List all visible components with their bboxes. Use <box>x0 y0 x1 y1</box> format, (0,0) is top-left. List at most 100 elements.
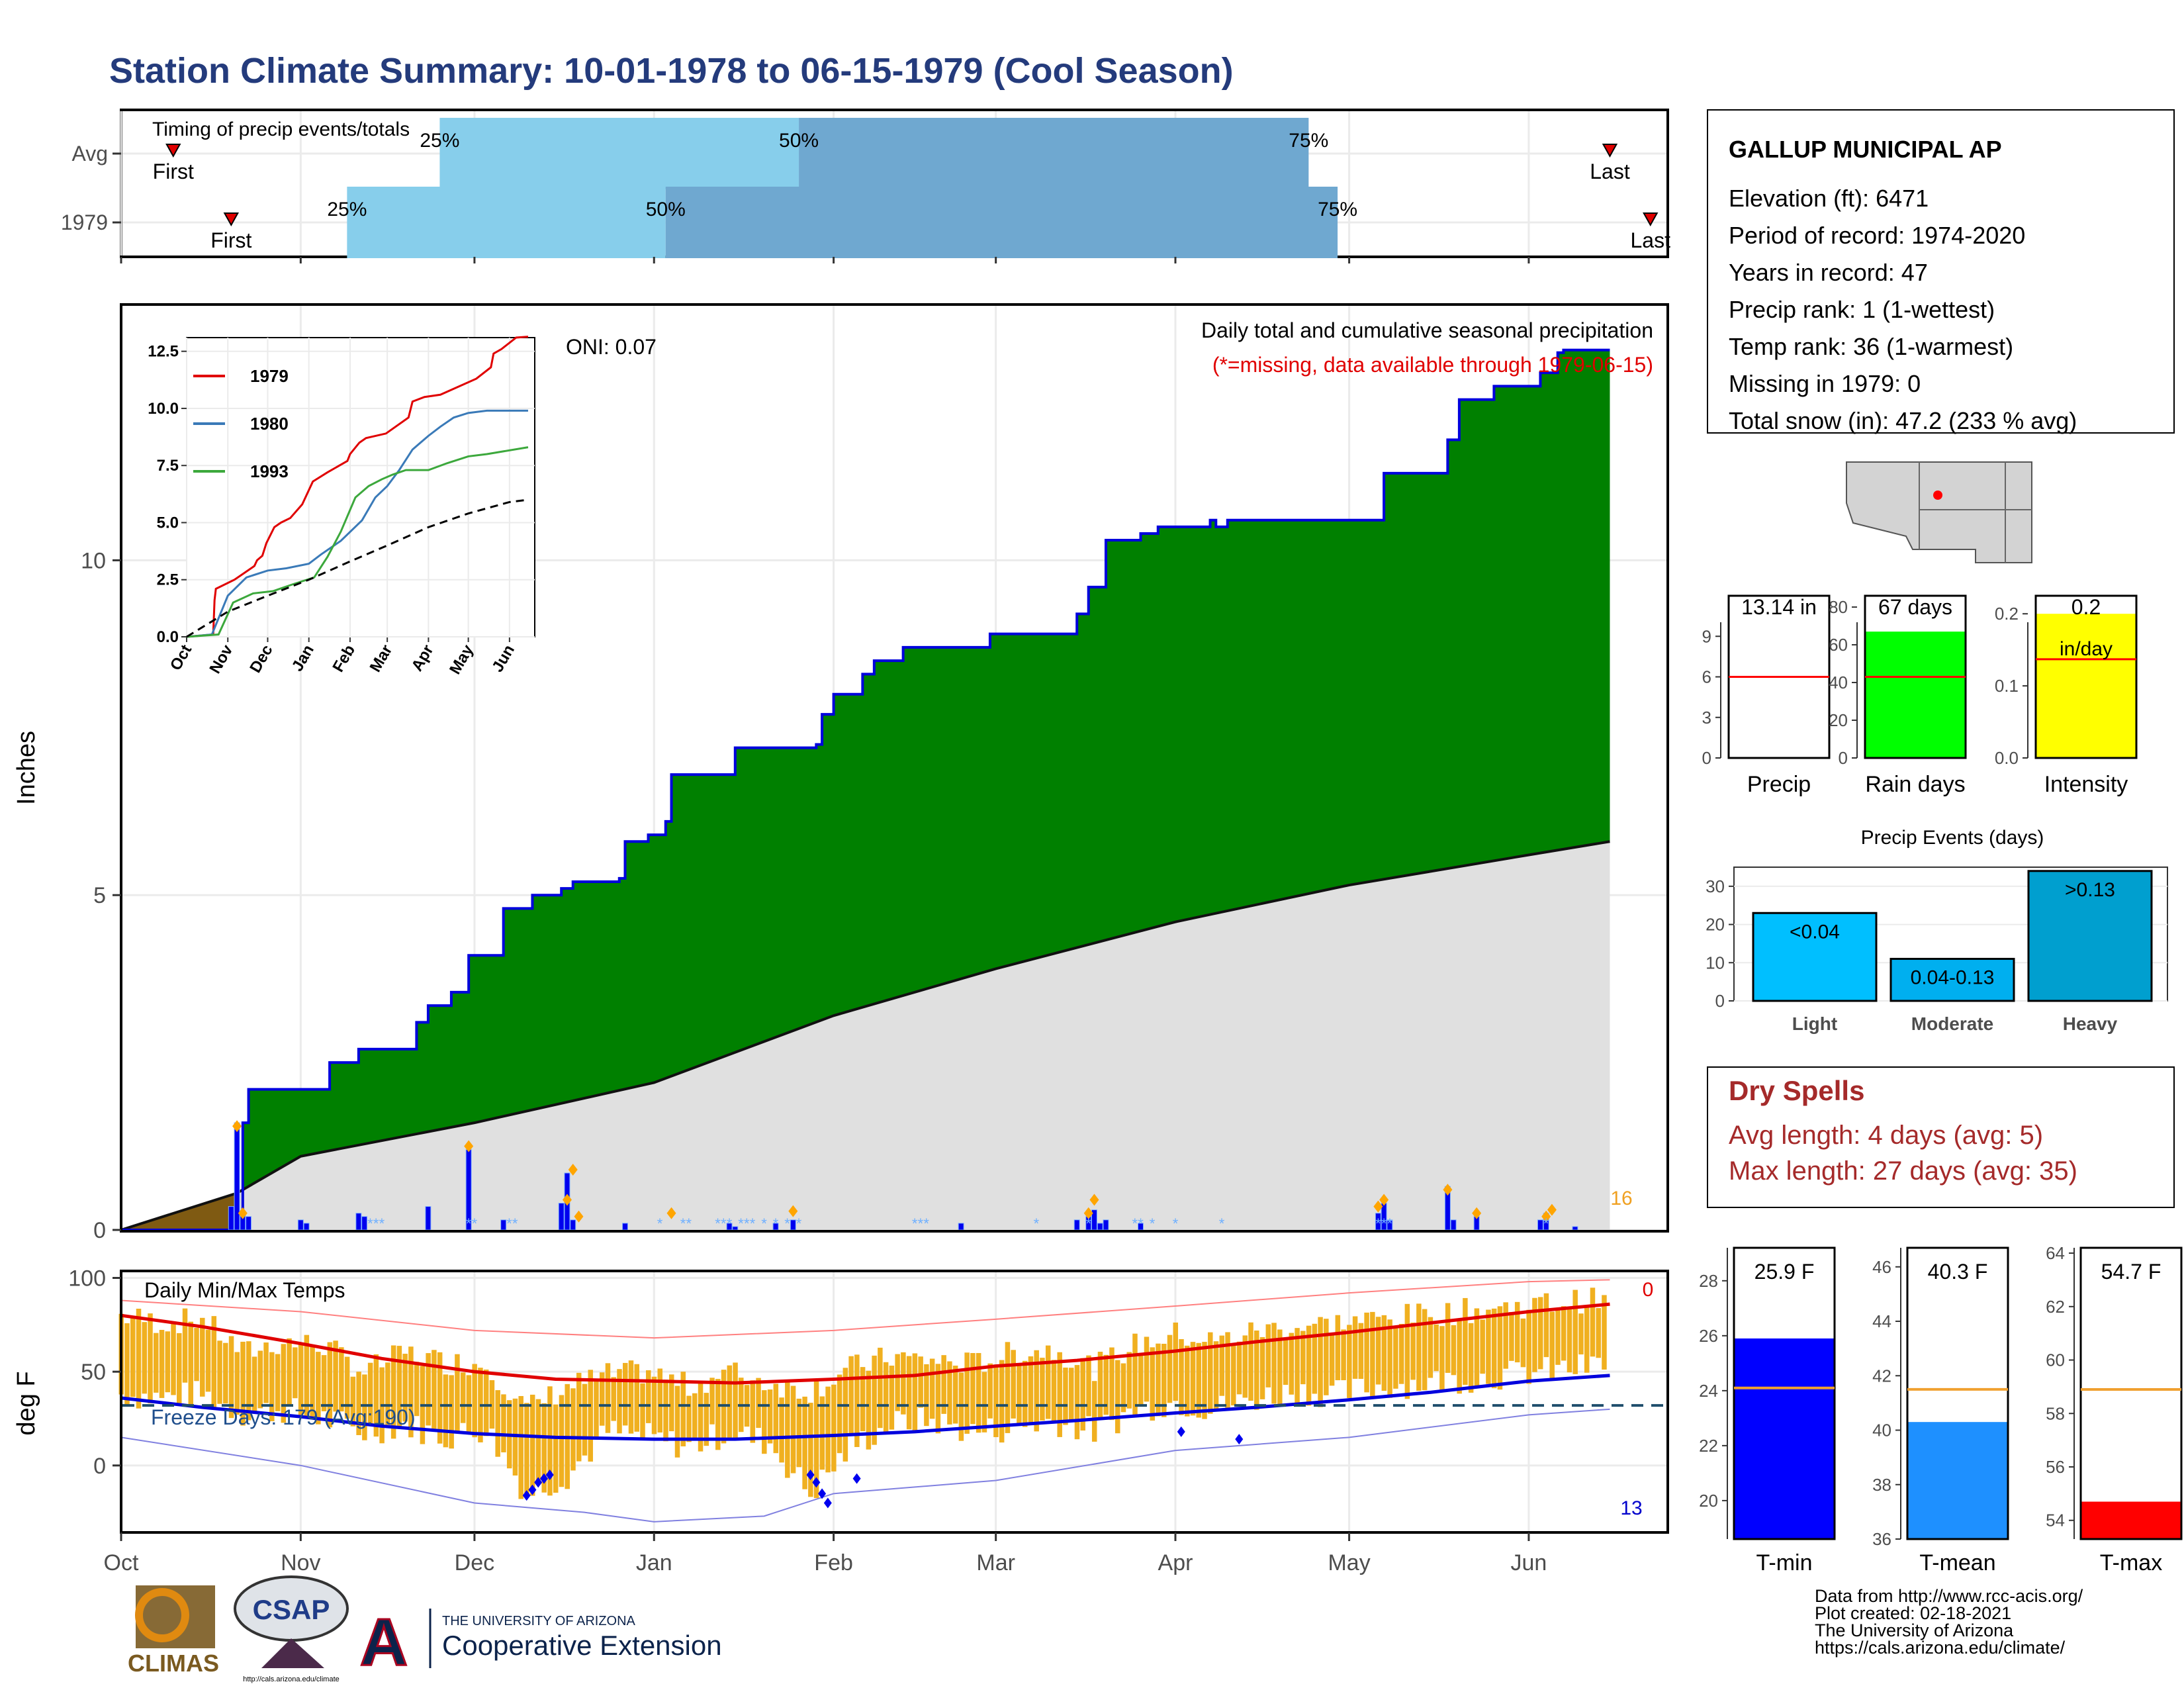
precip-events-chart: Precip Events (days) 0 10 20 30 <0.04 Light 0.0… <box>1706 827 2168 1034</box>
snow-event-marker <box>1443 1184 1453 1196</box>
daily-precip-bar <box>246 1216 252 1231</box>
daily-temp-bar <box>924 1364 929 1427</box>
temp-bar-tick-label: 42 <box>1872 1366 1891 1385</box>
timing-p25-label: 25% <box>420 130 459 152</box>
snow-day-marker: * <box>796 1215 802 1232</box>
inset-legend-label: 1993 <box>250 461 289 481</box>
daily-temp-bar <box>1086 1355 1091 1417</box>
average-cumulative-line <box>120 840 1610 1231</box>
daily-temp-bar <box>1468 1323 1474 1393</box>
daily-temp-bar <box>1410 1322 1416 1380</box>
summary-bar-tick-label: 0 <box>1839 748 1848 768</box>
footer-credit-line: https://cals.arizona.edu/climate/ <box>1815 1638 2066 1658</box>
daily-temp-bar <box>935 1364 941 1434</box>
daily-temp-bar <box>367 1362 373 1425</box>
snow-day-marker: * <box>738 1215 744 1232</box>
temp-bar-tick-label: 40 <box>1872 1421 1891 1440</box>
events-bar-label: Light <box>1792 1013 1837 1034</box>
temp-y-tick-label: 0 <box>93 1454 106 1479</box>
station-info-line: Years in record: 47 <box>1729 259 1928 286</box>
daily-temp-bar <box>269 1352 275 1421</box>
daily-temp-bar <box>1132 1333 1138 1415</box>
snow-event-marker <box>1373 1200 1383 1213</box>
daily-precip-bar <box>558 1203 565 1231</box>
dry-spells-title: Dry Spells <box>1729 1075 1864 1106</box>
daily-temp-bar <box>970 1352 976 1425</box>
events-bar <box>2027 870 2153 1002</box>
summary-bar-fill <box>1865 632 1966 758</box>
ua-logo: A THE UNIVERSITY OF ARIZONA Cooperative … <box>359 1605 721 1681</box>
daily-temp-bar <box>1602 1295 1607 1370</box>
inset-y-tick-label: 7.5 <box>157 457 179 475</box>
precip-y-label: Inches <box>13 731 40 805</box>
cold-day-marker <box>852 1473 861 1484</box>
daily-temp-bar <box>159 1330 165 1398</box>
daily-temp-bar <box>1497 1306 1503 1390</box>
daily-temp-bar <box>779 1397 784 1463</box>
temp-bar-value: 25.9 F <box>1754 1260 1815 1284</box>
cumulative-precip-line <box>121 348 1610 1231</box>
daily-temp-bar <box>796 1398 802 1468</box>
daily-precip-bar <box>297 1219 304 1231</box>
oni-label: ONI: 0.07 <box>566 335 657 359</box>
temp-y-tick-label: 50 <box>81 1360 106 1385</box>
daily-temp-bar <box>588 1370 593 1462</box>
x-tick-label: Jun <box>1511 1550 1547 1575</box>
page-title: Station Climate Summary: 10-01-1978 to 0… <box>109 51 1234 91</box>
record-min-line <box>120 1408 1610 1523</box>
record-max-line <box>120 1279 1610 1339</box>
snow-day-marker: * <box>1085 1215 1091 1232</box>
daily-temp-bar <box>130 1317 136 1397</box>
daily-temp-bar <box>964 1352 970 1434</box>
daily-temp-bar <box>1451 1325 1457 1376</box>
daily-temp-bar <box>1596 1308 1601 1358</box>
daily-temp-bar <box>553 1404 559 1493</box>
daily-temp-bar <box>228 1336 234 1419</box>
x-tick-label: Feb <box>814 1550 853 1575</box>
daily-temp-bar <box>651 1376 657 1434</box>
daily-temp-bar <box>182 1308 188 1383</box>
daily-temp-bar <box>529 1394 535 1496</box>
temp-x-axis: Oct Nov Dec Jan Feb Mar Apr May Jun <box>104 1532 1547 1575</box>
summary-bar-tick-label: 20 <box>1829 710 1848 730</box>
daily-temp-bar <box>1051 1360 1057 1421</box>
events-tick-label: 0 <box>1715 991 1725 1011</box>
daily-temp-bar <box>709 1378 715 1425</box>
location-map <box>1846 461 2032 563</box>
daily-temp-bar <box>1259 1336 1265 1399</box>
daily-precip-bar <box>500 1219 507 1231</box>
precip-panel: * * * * * * * * * * * * * * * * * * * * * * * * * * * * * * * * * * 0510 … <box>13 303 1669 1243</box>
daily-temp-bar <box>727 1365 733 1440</box>
timing-p75-label: 75% <box>1289 130 1328 152</box>
daily-temp-bar <box>646 1370 651 1423</box>
daily-temp-bar <box>1091 1381 1097 1442</box>
daily-precip-bar <box>732 1226 739 1231</box>
daily-temp-bar <box>1080 1358 1085 1431</box>
daily-precip-bar <box>1450 1219 1457 1231</box>
climas-logo-sun <box>135 1588 189 1642</box>
daily-temp-bar <box>1480 1319 1485 1374</box>
last-event-label: Last <box>1590 160 1630 183</box>
snow-day-marker: * <box>1375 1215 1381 1232</box>
daily-temp-bar <box>657 1368 663 1433</box>
snow-event-marker <box>1083 1207 1093 1219</box>
daily-temp-bar <box>813 1381 819 1499</box>
csap-text: CSAP <box>253 1594 330 1625</box>
daily-temp-bar <box>842 1368 848 1462</box>
daily-temp-bar <box>918 1356 923 1408</box>
daily-temp-bar <box>165 1331 171 1393</box>
snow-day-marker: * <box>379 1215 385 1232</box>
snow-event-marker <box>464 1140 474 1152</box>
daily-temp-bar <box>223 1342 228 1404</box>
daily-temp-bar <box>1561 1306 1567 1361</box>
daily-temp-bar <box>756 1378 761 1429</box>
daily-temp-bar <box>200 1317 205 1397</box>
daily-temp-bar <box>240 1341 246 1426</box>
temp-bar-tick-label: 60 <box>2046 1350 2065 1370</box>
timing-bar-50-75 <box>665 187 1338 258</box>
snow-day-marker: * <box>1387 1215 1393 1232</box>
csap-mountain <box>261 1638 324 1668</box>
inset-series-1993 <box>186 446 529 638</box>
snow-day-marker: * <box>1543 1215 1549 1232</box>
